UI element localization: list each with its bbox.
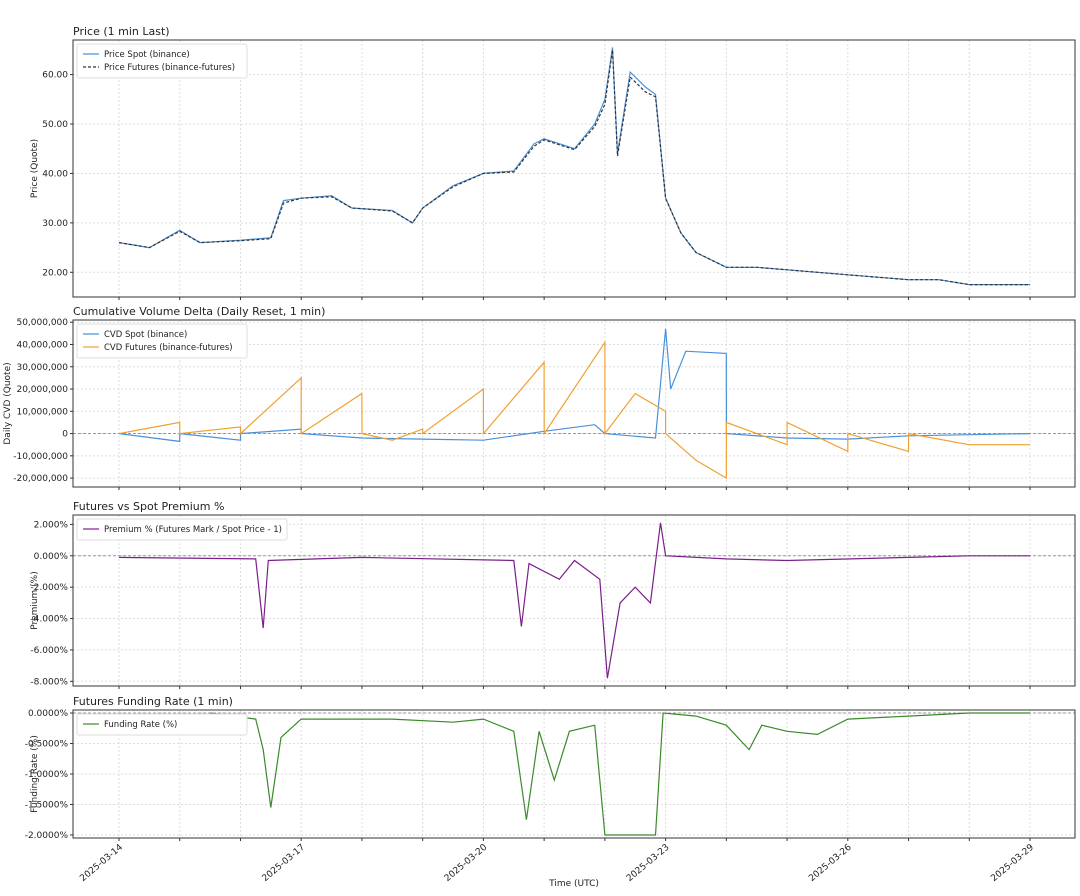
subplot-title: Futures vs Spot Premium % bbox=[73, 500, 224, 513]
x-tick-label: 2025-03-29 bbox=[989, 842, 1036, 883]
y-tick-label: 0.0000% bbox=[28, 709, 68, 719]
legend-label: CVD Spot (binance) bbox=[104, 330, 187, 340]
series-line bbox=[118, 47, 1030, 286]
y-tick-label: 30,000,000 bbox=[16, 363, 68, 373]
y-tick-label: 40.00 bbox=[42, 169, 68, 179]
y-tick-label: 50.00 bbox=[42, 120, 68, 130]
y-tick-label: -20,000,000 bbox=[13, 474, 68, 484]
legend-label: Price Futures (binance-futures) bbox=[104, 63, 235, 73]
x-tick-label: 2025-03-26 bbox=[807, 842, 854, 883]
series-line bbox=[118, 340, 1030, 480]
legend-box bbox=[76, 43, 248, 79]
legend-box bbox=[76, 518, 288, 541]
y-tick-label: 10,000,000 bbox=[16, 407, 68, 417]
series-line bbox=[118, 328, 1031, 443]
y-tick-label: -6.000% bbox=[30, 646, 68, 656]
y-tick-label: 2.000% bbox=[34, 520, 69, 530]
y-tick-label: 50,000,000 bbox=[16, 318, 68, 328]
x-tick-label: 2025-03-20 bbox=[443, 842, 490, 883]
y-axis-label: Price (Quote) bbox=[30, 139, 40, 198]
axes-frame bbox=[72, 514, 1076, 687]
subplot-4: Futures Funding Rate (1 min) -2.0000% -1.5… bbox=[25, 695, 1076, 889]
legend-label: Funding Rate (%) bbox=[104, 720, 177, 730]
y-axis-label: Premium (%) bbox=[30, 571, 40, 629]
x-tick-label: 2025-03-23 bbox=[625, 843, 672, 884]
x-tick-label: 2025-03-17 bbox=[261, 843, 308, 884]
y-tick-label: -4.000% bbox=[30, 615, 68, 625]
legend-box bbox=[76, 323, 248, 359]
y-tick-label: 30.00 bbox=[42, 219, 68, 229]
y-tick-label: -1.0000% bbox=[25, 770, 69, 780]
subplot-title: Futures Funding Rate (1 min) bbox=[73, 695, 233, 708]
y-tick-label: -2.000% bbox=[30, 583, 68, 593]
y-tick-label: -0.5000% bbox=[25, 740, 69, 750]
series-line bbox=[118, 49, 1030, 286]
y-tick-label: 20,000,000 bbox=[16, 385, 68, 395]
axes-frame bbox=[72, 39, 1076, 298]
legend: Premium % (Futures Mark / Spot Price - 1… bbox=[76, 518, 288, 541]
legend: CVD Spot (binance) CVD Futures (binance-f… bbox=[76, 323, 248, 359]
y-tick-label: -1.5000% bbox=[25, 800, 69, 810]
legend-label: Premium % (Futures Mark / Spot Price - 1… bbox=[104, 525, 282, 535]
series-line bbox=[118, 522, 1030, 679]
y-tick-label: 0 bbox=[62, 430, 68, 440]
y-axis-label: Daily CVD (Quote) bbox=[3, 362, 13, 444]
axes-frame bbox=[72, 319, 1076, 488]
legend-label: CVD Futures (binance-futures) bbox=[104, 343, 233, 353]
x-tick-label: 2025-03-14 bbox=[78, 842, 125, 883]
subplot-title: Price (1 min Last) bbox=[73, 25, 170, 38]
legend: Price Spot (binance) Price Futures (binan… bbox=[76, 43, 248, 79]
y-tick-label: 60.00 bbox=[42, 71, 68, 81]
x-axis-label: Time (UTC) bbox=[548, 879, 599, 889]
legend: Funding Rate (%) bbox=[76, 713, 248, 736]
subplot-2: Cumulative Volume Delta (Daily Reset, 1 … bbox=[3, 305, 1076, 490]
y-tick-label: -2.0000% bbox=[25, 831, 69, 841]
legend-label: Price Spot (binance) bbox=[104, 50, 190, 60]
legend-box bbox=[76, 713, 248, 736]
series-line bbox=[210, 712, 1030, 836]
subplot-title: Cumulative Volume Delta (Daily Reset, 1 … bbox=[73, 305, 325, 318]
y-tick-label: 20.00 bbox=[42, 268, 68, 278]
subplot-3: Futures vs Spot Premium % -8.000% -6.000% -… bbox=[30, 500, 1076, 689]
axes-frame bbox=[72, 709, 1076, 839]
y-tick-label: -10,000,000 bbox=[13, 452, 68, 462]
y-tick-label: -8.000% bbox=[30, 677, 68, 687]
y-axis-label: Funding Rate (%) bbox=[30, 735, 40, 813]
subplot-1: Price (1 min Last) 20.00 30.00 40.00 50.00 60… bbox=[30, 25, 1076, 300]
y-tick-label: 40,000,000 bbox=[16, 340, 68, 350]
y-tick-label: 0.000% bbox=[34, 552, 69, 562]
